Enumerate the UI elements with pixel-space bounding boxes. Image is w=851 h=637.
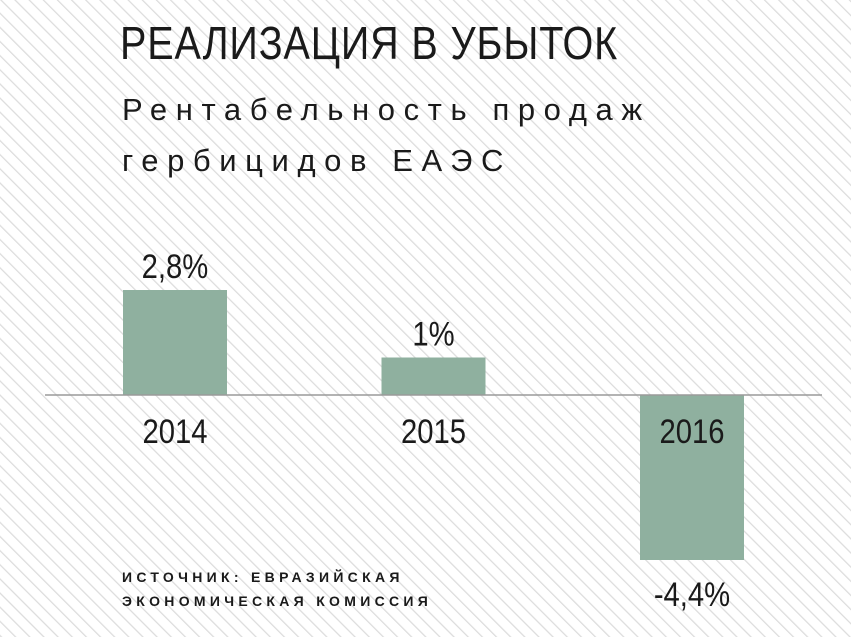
bar <box>640 395 744 560</box>
chart-title: РЕАЛИЗАЦИЯ В УБЫТОК <box>120 17 619 69</box>
bar <box>123 290 227 395</box>
x-tick-label: 2014 <box>142 412 207 451</box>
source-note: ИСТОЧНИК: ЕВРАЗИЙСКАЯ ЭКОНОМИЧЕСКАЯ КОМИ… <box>122 569 433 609</box>
chart-subtitle: Рентабельность продаж гербицидов ЕАЭС <box>122 92 651 178</box>
value-label: 2,8% <box>142 247 209 286</box>
plot-area: 2,8% 2014 1% 2015 -4,4% 2016 <box>45 247 822 614</box>
value-label: 1% <box>412 314 454 353</box>
x-tick-label: 2016 <box>659 412 724 451</box>
x-tick-label: 2015 <box>401 412 466 451</box>
value-label: -4,4% <box>654 575 730 614</box>
bar <box>381 357 486 395</box>
